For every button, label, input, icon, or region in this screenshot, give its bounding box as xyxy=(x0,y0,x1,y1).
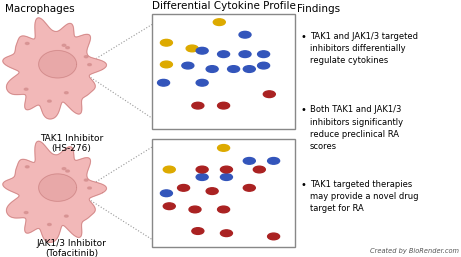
Circle shape xyxy=(196,174,208,180)
Circle shape xyxy=(196,79,208,86)
Circle shape xyxy=(218,102,230,109)
Circle shape xyxy=(47,224,51,226)
Text: •: • xyxy=(301,180,307,190)
Circle shape xyxy=(258,51,270,58)
Circle shape xyxy=(189,206,201,213)
Circle shape xyxy=(218,51,230,58)
Circle shape xyxy=(213,19,225,25)
Circle shape xyxy=(84,56,88,58)
Text: TAK1 Inhibitor
(HS-276): TAK1 Inhibitor (HS-276) xyxy=(40,134,103,153)
Polygon shape xyxy=(39,174,77,201)
Circle shape xyxy=(254,166,266,173)
Text: •: • xyxy=(301,105,307,115)
Circle shape xyxy=(65,92,68,94)
Circle shape xyxy=(182,62,194,69)
Circle shape xyxy=(66,47,70,49)
Text: •: • xyxy=(301,32,307,42)
Circle shape xyxy=(263,91,275,98)
Circle shape xyxy=(206,66,218,72)
Circle shape xyxy=(228,66,240,72)
Circle shape xyxy=(160,61,172,68)
Text: TAK1 and JAK1/3 targeted
inhibitors differentially
regulate cytokines: TAK1 and JAK1/3 targeted inhibitors diff… xyxy=(310,32,418,66)
Circle shape xyxy=(196,47,208,54)
Circle shape xyxy=(158,79,170,86)
Text: Both TAK1 and JAK1/3
inhibitors significantly
reduce preclinical RA
scores: Both TAK1 and JAK1/3 inhibitors signific… xyxy=(310,105,403,151)
Circle shape xyxy=(196,166,208,173)
Circle shape xyxy=(84,179,88,181)
Circle shape xyxy=(62,44,66,46)
Circle shape xyxy=(218,145,230,151)
Circle shape xyxy=(192,102,204,109)
Polygon shape xyxy=(3,18,106,119)
Circle shape xyxy=(218,206,230,213)
FancyBboxPatch shape xyxy=(152,14,295,128)
Text: Findings: Findings xyxy=(296,4,340,14)
Circle shape xyxy=(220,230,232,236)
Polygon shape xyxy=(3,141,106,242)
Circle shape xyxy=(220,174,232,180)
FancyBboxPatch shape xyxy=(152,139,295,247)
Circle shape xyxy=(243,185,255,191)
Circle shape xyxy=(192,228,204,234)
Circle shape xyxy=(160,190,172,197)
Text: Created by BioRender.com: Created by BioRender.com xyxy=(370,248,459,254)
Circle shape xyxy=(220,166,232,173)
Circle shape xyxy=(239,31,251,38)
Circle shape xyxy=(62,168,66,170)
Circle shape xyxy=(163,166,175,173)
Circle shape xyxy=(206,188,218,195)
Circle shape xyxy=(25,166,29,168)
Circle shape xyxy=(65,215,68,217)
Circle shape xyxy=(267,233,279,240)
Circle shape xyxy=(160,39,172,46)
Circle shape xyxy=(243,66,255,72)
Circle shape xyxy=(243,158,255,164)
Circle shape xyxy=(88,64,91,66)
Circle shape xyxy=(25,42,29,44)
Text: JAK1/3 Inhibitor
(Tofacitinib): JAK1/3 Inhibitor (Tofacitinib) xyxy=(36,239,106,257)
Circle shape xyxy=(163,203,175,209)
Circle shape xyxy=(24,212,28,214)
Circle shape xyxy=(239,51,251,58)
Text: Differential Cytokine Profile: Differential Cytokine Profile xyxy=(152,1,296,11)
Circle shape xyxy=(24,88,28,90)
Circle shape xyxy=(47,100,51,102)
Text: TAK1 targeted therapies
may provide a novel drug
target for RA: TAK1 targeted therapies may provide a no… xyxy=(310,180,418,213)
Polygon shape xyxy=(39,51,77,78)
Circle shape xyxy=(267,158,279,164)
Circle shape xyxy=(66,170,70,172)
Circle shape xyxy=(186,45,198,52)
Text: Macrophages: Macrophages xyxy=(5,4,74,14)
Circle shape xyxy=(177,185,189,191)
Circle shape xyxy=(88,187,91,189)
Circle shape xyxy=(258,62,270,69)
